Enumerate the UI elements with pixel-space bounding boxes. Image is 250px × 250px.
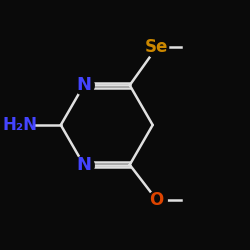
- Text: H₂N: H₂N: [3, 116, 38, 134]
- Text: N: N: [76, 76, 91, 94]
- Text: N: N: [76, 156, 91, 174]
- Text: O: O: [150, 191, 164, 209]
- Text: Se: Se: [145, 38, 169, 56]
